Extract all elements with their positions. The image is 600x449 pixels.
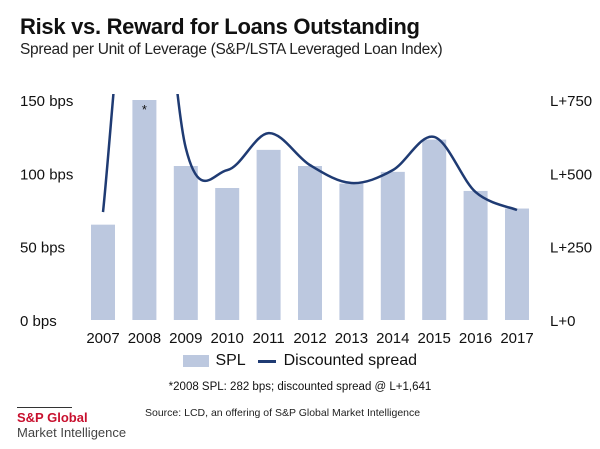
annotation-asterisk: * <box>142 102 147 117</box>
logo-line1: S&P Global <box>17 410 88 425</box>
right-tick-label: L+250 <box>550 240 592 257</box>
x-tick-label-2007: 2007 <box>86 330 119 347</box>
legend: SPL Discounted spread <box>0 352 600 370</box>
left-tick-label: 50 bps <box>20 240 65 257</box>
bar-2013 <box>339 183 364 320</box>
line-discounted-spread <box>101 94 518 213</box>
x-tick-label-2013: 2013 <box>335 330 368 347</box>
source-note: Source: LCD, an offering of S&P Global M… <box>145 407 421 419</box>
legend-label-spl: SPL <box>215 352 246 369</box>
bar-2014 <box>380 171 405 320</box>
bar-2008 <box>132 100 157 320</box>
legend-label-discounted-spread: Discounted spread <box>283 352 418 369</box>
x-tick-label-2012: 2012 <box>293 330 326 347</box>
bar-2007 <box>91 224 115 320</box>
left-tick-label: 0 bps <box>20 313 57 330</box>
bar-2012 <box>298 166 322 320</box>
x-tick-label-2014: 2014 <box>376 330 409 347</box>
legend-swatch-discounted-spread <box>258 359 277 363</box>
legend-swatch-spl <box>182 355 209 367</box>
chart-title: Risk vs. Reward for Loans Outstanding <box>20 14 420 39</box>
bar-2010 <box>215 188 240 320</box>
left-tick-label: 150 bps <box>20 93 73 110</box>
chart-subtitle: Spread per Unit of Leverage (S&P/LSTA Le… <box>20 41 443 58</box>
sp-global-logo: S&P Global Market Intelligence <box>17 407 126 440</box>
left-tick-label: 100 bps <box>20 166 73 183</box>
footnote: *2008 SPL: 282 bps; discounted spread @ … <box>168 381 432 393</box>
x-tick-label-2011: 2011 <box>252 330 284 347</box>
right-tick-label: L+500 <box>550 166 592 183</box>
x-tick-label-2010: 2010 <box>211 330 244 347</box>
right-tick-label: L+0 <box>550 313 575 330</box>
bar-2015 <box>422 139 447 320</box>
bar-2016 <box>463 190 488 320</box>
x-tick-label-2016: 2016 <box>459 330 492 347</box>
bar-2011 <box>256 149 281 320</box>
x-tick-label-2017: 2017 <box>500 330 533 347</box>
bar-2009 <box>173 166 198 320</box>
bar-2017 <box>505 208 529 320</box>
right-tick-label: L+750 <box>550 93 592 110</box>
logo-line2: Market Intelligence <box>17 425 127 440</box>
x-tick-label-2009: 2009 <box>169 330 202 347</box>
x-tick-label-2015: 2015 <box>418 330 451 347</box>
x-tick-label-2008: 2008 <box>128 330 161 347</box>
